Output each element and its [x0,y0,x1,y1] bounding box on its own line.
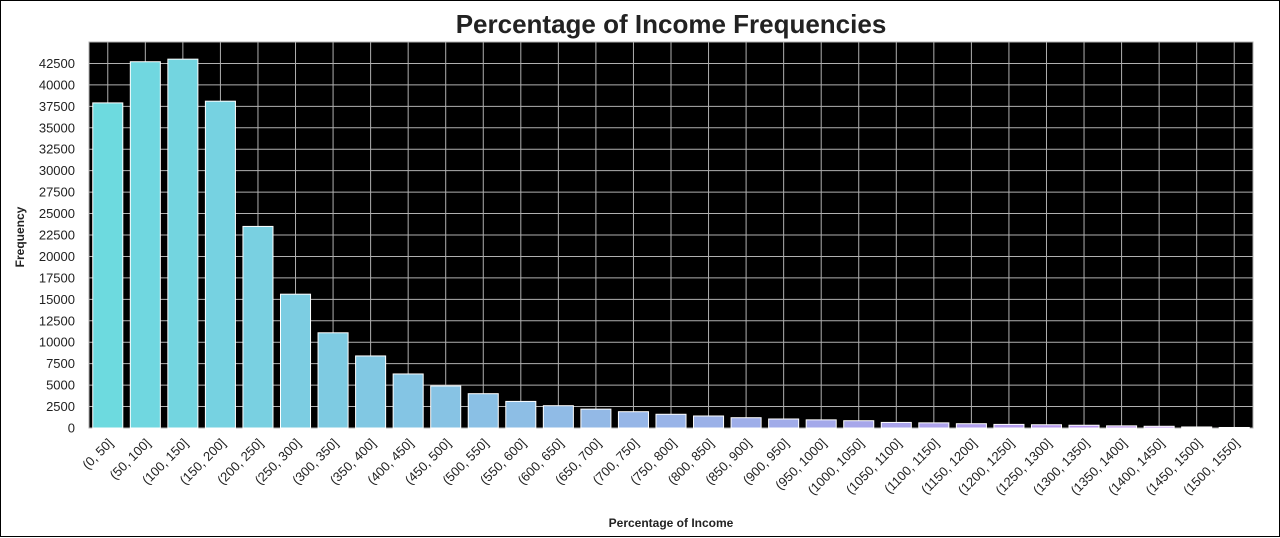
bar [768,418,800,429]
bar [167,58,199,429]
bar [430,385,462,429]
bar [955,423,987,429]
y-tick-label: 7500 [46,356,75,371]
x-axis-label: Percentage of Income [609,516,734,530]
bar [129,61,161,429]
y-tick-labels: 0 2500 5000 7500 10000 12500 15000 17500 20000 22… [39,56,75,436]
bar [805,419,837,429]
bar [279,293,312,429]
y-tick-label: 10000 [39,335,75,350]
y-tick-label: 35000 [39,120,75,135]
bar [843,420,875,429]
bar [580,408,612,429]
bar [355,355,387,429]
y-tick-label: 17500 [39,270,75,285]
bar [880,421,912,429]
bar [1068,424,1100,429]
y-axis-label: Frequency [13,206,27,267]
bar [317,332,349,429]
y-tick-label: 37500 [39,99,75,114]
bar [617,411,649,429]
bar [1030,424,1063,429]
bar [392,373,424,429]
bar [918,422,950,429]
y-tick-label: 40000 [39,77,75,92]
y-tick-label: 20000 [39,249,75,264]
bar [242,225,274,429]
y-tick-label: 0 [68,421,75,436]
bar [1218,426,1250,429]
bar [204,100,236,429]
bar [993,423,1025,429]
bar [92,102,124,429]
bars-group [92,58,1250,429]
bar [1143,425,1175,429]
bar [693,415,725,429]
y-tick-label: 27500 [39,185,75,200]
bar [505,400,537,429]
y-tick-label: 5000 [46,378,75,393]
bar [1106,425,1138,429]
y-tick-label: 12500 [39,313,75,328]
bar [542,405,574,429]
chart-title: Percentage of Income Frequencies [456,9,887,39]
y-tick-label: 32500 [39,142,75,157]
x-tick-labels: (0, 50](50, 100](100, 150](150, 200](200… [79,436,1242,498]
y-tick-label: 2500 [46,399,75,414]
y-tick-label: 15000 [39,292,75,307]
y-tick-label: 25000 [39,206,75,221]
y-tick-label: 22500 [39,228,75,243]
y-tick-label: 42500 [39,56,75,71]
bar [655,413,687,429]
bar [1181,426,1213,429]
bar [730,417,762,429]
bar [467,393,499,429]
y-tick-label: 30000 [39,163,75,178]
